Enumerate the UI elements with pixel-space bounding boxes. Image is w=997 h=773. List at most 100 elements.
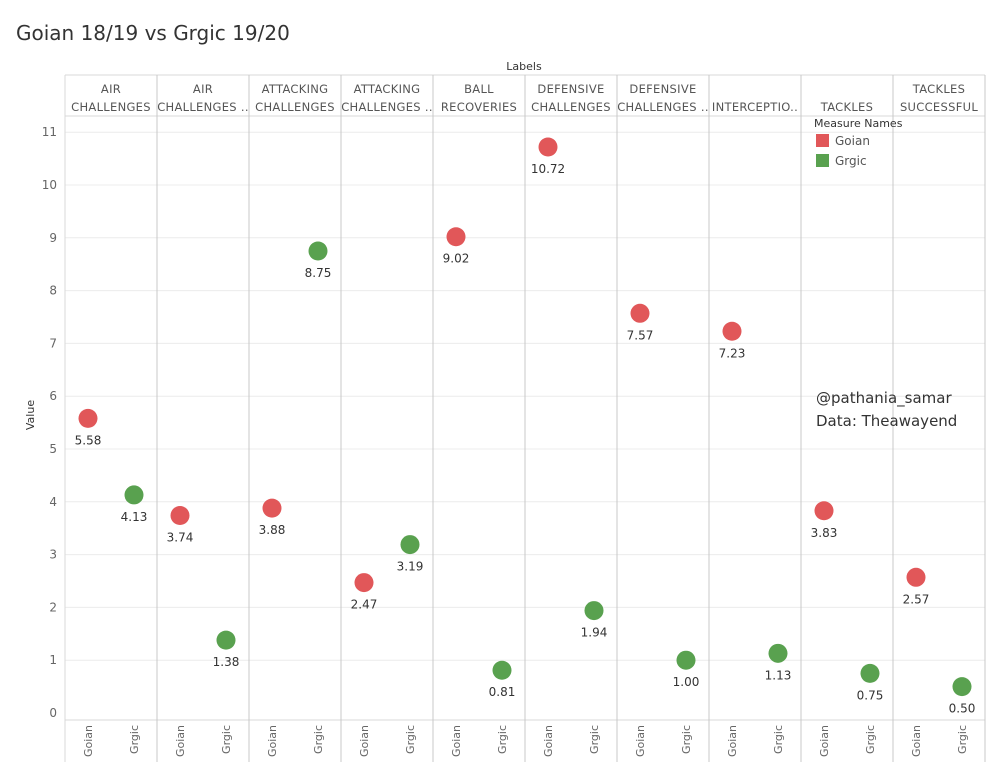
- y-tick-label: 1: [49, 653, 57, 667]
- x-tick-label: Goian: [174, 725, 187, 757]
- data-label: 7.57: [627, 328, 654, 342]
- x-tick-label: Grgic: [220, 725, 233, 754]
- column-header-label: TACKLES: [820, 100, 873, 114]
- column-header-label: CHALLENGES: [531, 100, 611, 114]
- x-tick-label: Grgic: [588, 725, 601, 754]
- column-header-label: CHALLENGES ..: [617, 100, 709, 114]
- chart-title: Goian 18/19 vs Grgic 19/20: [16, 21, 290, 45]
- column-header-label: DEFENSIVE: [537, 82, 604, 96]
- column-header-label: ATTACKING: [262, 82, 329, 96]
- data-label: 3.88: [259, 523, 286, 537]
- y-tick-label: 11: [42, 125, 57, 139]
- x-tick-label: Grgic: [772, 725, 785, 754]
- annotations: @pathania_samar Data: Theawayend: [816, 389, 957, 430]
- x-axis-ticks: Goian Grgic Goian Grgic Goian Grgic Goian Grgic…: [82, 725, 969, 757]
- data-label: 0.81: [489, 685, 516, 699]
- column-header-label: INTERCEPTIO..: [712, 100, 798, 114]
- data-point-grgic: [124, 485, 144, 505]
- gridlines: [64, 74, 986, 762]
- data-points: 5.58 3.74 3.88 2.47 9.02 10.72 7.57 7.23 3.83 2.5…: [75, 137, 976, 716]
- data-point-grgic: [676, 650, 696, 670]
- data-label: 5.58: [75, 433, 102, 447]
- y-tick-label: 4: [49, 495, 57, 509]
- x-tick-label: Goian: [726, 725, 739, 757]
- data-label: 0.75: [857, 688, 884, 702]
- x-tick-label: Goian: [542, 725, 555, 757]
- legend-swatch-goian: [816, 134, 829, 147]
- data-label: 10.72: [531, 162, 565, 176]
- data-point-grgic: [952, 677, 972, 697]
- x-tick-label: Grgic: [312, 725, 325, 754]
- x-tick-label: Grgic: [496, 725, 509, 754]
- x-tick-label: Grgic: [128, 725, 141, 754]
- column-header-label: CHALLENGES: [255, 100, 335, 114]
- column-header-label: SUCCESSFUL: [900, 100, 978, 114]
- x-tick-label: Goian: [818, 725, 831, 757]
- y-tick-label: 7: [49, 336, 57, 350]
- legend-title: Measure Names: [814, 117, 903, 130]
- x-tick-label: Grgic: [680, 725, 693, 754]
- y-axis-ticks: 0 1 2 3 4 5 6 7 8 9 10 11: [42, 125, 57, 720]
- legend-label: Goian: [835, 134, 870, 148]
- legend-label: Grgic: [835, 154, 867, 168]
- x-tick-label: Goian: [634, 725, 647, 757]
- x-tick-label: Goian: [82, 725, 95, 757]
- x-tick-label: Goian: [358, 725, 371, 757]
- data-label: 1.13: [765, 668, 792, 682]
- y-tick-label: 8: [49, 284, 57, 298]
- y-tick-label: 6: [49, 389, 57, 403]
- column-header-label: RECOVERIES: [441, 100, 517, 114]
- data-point-grgic: [860, 663, 880, 683]
- data-label: 3.83: [811, 526, 838, 540]
- data-point-goian: [446, 227, 466, 247]
- x-tick-label: Goian: [910, 725, 923, 757]
- data-label: 0.50: [949, 702, 976, 716]
- y-tick-label: 2: [49, 600, 57, 614]
- column-header-label: ATTACKING: [354, 82, 421, 96]
- column-headers: AIR CHALLENGES AIR CHALLENGES .. ATTACKING CH…: [71, 82, 978, 114]
- data-label: 3.74: [167, 531, 194, 545]
- data-point-goian: [538, 137, 558, 157]
- data-point-grgic: [584, 601, 604, 621]
- data-point-goian: [814, 501, 834, 521]
- y-tick-label: 5: [49, 442, 57, 456]
- data-point-goian: [78, 408, 98, 428]
- data-label: 2.47: [351, 598, 378, 612]
- x-axis-title: Labels: [506, 60, 542, 73]
- y-axis-title: Value: [24, 400, 37, 430]
- column-header-label: AIR: [193, 82, 213, 96]
- data-point-grgic: [216, 630, 236, 650]
- data-label: 4.13: [121, 510, 148, 524]
- data-point-grgic: [308, 241, 328, 261]
- column-header-label: DEFENSIVE: [629, 82, 696, 96]
- data-point-grgic: [492, 660, 512, 680]
- column-header-label: BALL: [464, 82, 494, 96]
- x-tick-label: Grgic: [956, 725, 969, 754]
- y-tick-label: 10: [42, 178, 57, 192]
- data-label: 1.94: [581, 626, 608, 640]
- legend-swatch-grgic: [816, 154, 829, 167]
- data-point-grgic: [768, 643, 788, 663]
- data-label: 3.19: [397, 560, 424, 574]
- column-header-label: AIR: [101, 82, 121, 96]
- data-point-grgic: [400, 535, 420, 555]
- annotation-text: @pathania_samar: [816, 389, 952, 408]
- x-tick-label: Grgic: [404, 725, 417, 754]
- column-header-label: CHALLENGES ..: [341, 100, 433, 114]
- x-tick-label: Goian: [266, 725, 279, 757]
- data-point-goian: [354, 573, 374, 593]
- data-label: 9.02: [443, 252, 470, 266]
- data-point-goian: [262, 498, 282, 518]
- column-header-label: CHALLENGES ..: [157, 100, 249, 114]
- data-label: 7.23: [719, 346, 746, 360]
- data-label: 1.38: [213, 655, 240, 669]
- data-point-goian: [722, 321, 742, 341]
- x-tick-label: Goian: [450, 725, 463, 757]
- annotation-text: Data: Theawayend: [816, 412, 957, 430]
- data-point-goian: [906, 567, 926, 587]
- y-tick-label: 9: [49, 231, 57, 245]
- column-header-label: TACKLES: [912, 82, 965, 96]
- y-tick-label: 3: [49, 548, 57, 562]
- data-label: 1.00: [673, 675, 700, 689]
